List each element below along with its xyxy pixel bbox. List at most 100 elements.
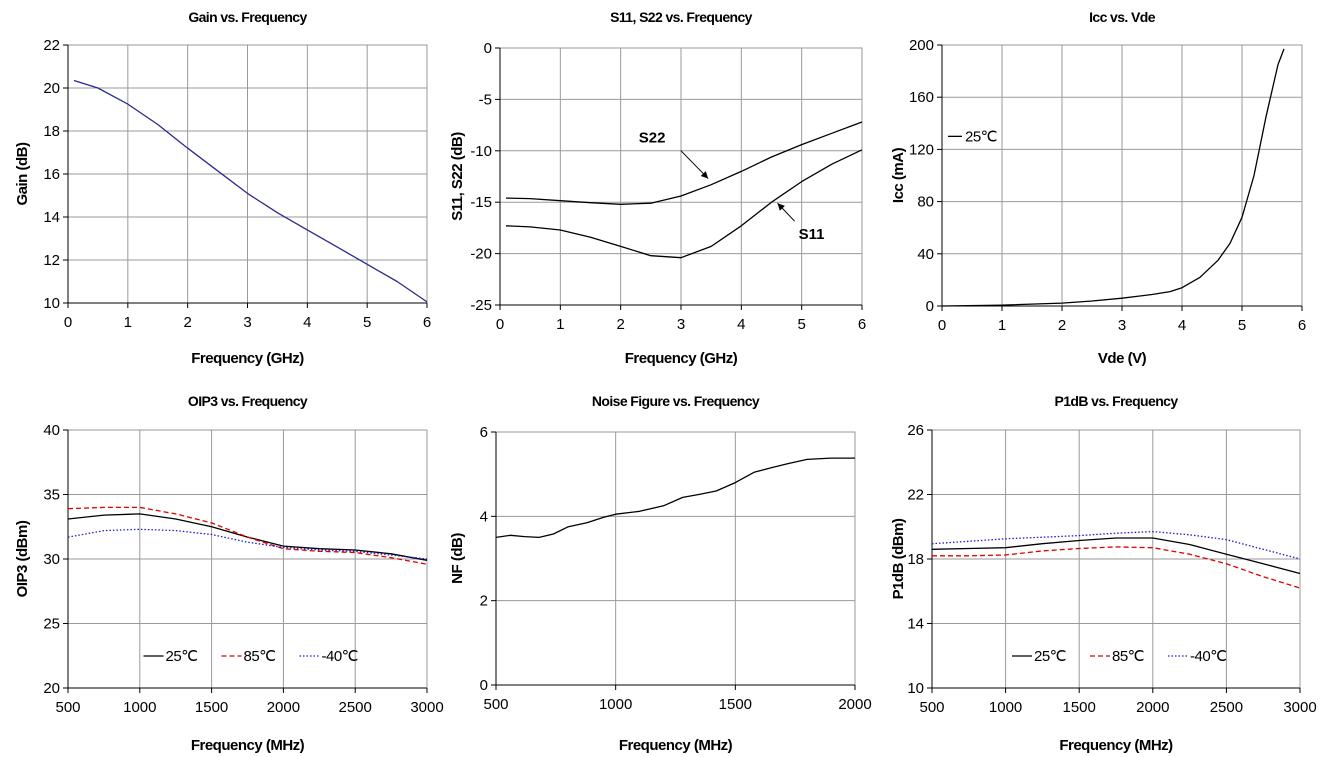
x-tick-label: 2500 [1210,699,1243,716]
legend-label: -40℃ [322,648,359,665]
x-tick-label: 2000 [267,699,300,716]
x-tick-label: 1500 [195,699,228,716]
y-axis-label: P1dB (dBm) [890,518,907,599]
chart-2: S11, S22 vs. Frequency 0 1 2 3 4 5 6 -25 -20 -15 -1… [449,9,866,367]
chart-title: Icc vs. Vde [1089,9,1156,25]
series-line-25 [931,537,1301,575]
y-tick-label: 26 [907,422,924,439]
chart-6: P1dB vs. Frequency 500 1000 1500 2000 2500 300… [890,393,1317,754]
series-line-25 [67,513,428,561]
chart-title: S11, S22 vs. Frequency [610,9,752,25]
y-tick-label: -15 [470,194,492,211]
series-line-S22 [505,121,863,205]
y-tick-label: 160 [909,89,934,106]
x-tick-label: 1500 [719,696,752,713]
y-axis-label: Icc (mA) [890,147,907,203]
annotation-label: S11 [799,226,825,243]
series-line-line [73,79,428,303]
y-tick-label: 18 [907,551,924,568]
plot-frame [495,431,856,686]
x-tick-label: 1000 [989,699,1022,716]
x-tick-label: 2 [183,314,191,331]
x-tick-label: 0 [496,316,504,333]
x-tick-label: 3000 [1283,699,1316,716]
legend-label: 25℃ [965,128,997,145]
x-tick-label: 2500 [339,699,372,716]
y-tick-label: 4 [480,508,488,525]
annotation-arrowhead [700,171,709,179]
chart-4: OIP3 vs. Frequency 500 1000 1500 2000 2500 300… [14,393,444,754]
y-tick-label: 40 [917,246,934,263]
x-axis-label: Frequency (MHz) [1059,737,1173,754]
legend-label: -40℃ [1190,648,1227,665]
y-tick-label: 22 [43,37,60,54]
x-tick-label: 2000 [1136,699,1169,716]
x-tick-label: 4 [303,314,311,331]
y-tick-label: 6 [480,424,488,441]
y-tick-label: 12 [43,252,60,269]
x-tick-label: 1500 [1063,699,1096,716]
y-tick-label: 35 [43,487,60,504]
y-tick-label: 25 [43,616,60,633]
series-line-40 [931,530,1301,560]
x-tick-label: 500 [919,699,944,716]
series-line-25 [941,48,1285,307]
y-tick-label: 14 [43,209,60,226]
chart-5: Noise Figure vs. Frequency 500 1000 1500 200… [449,393,872,754]
x-tick-label: 1 [556,316,564,333]
x-tick-label: 0 [938,317,946,334]
x-tick-label: 4 [1178,317,1186,334]
x-tick-label: 5 [797,316,805,333]
series-line-85 [932,546,1301,589]
y-tick-label: -20 [470,246,492,263]
y-tick-label: 16 [43,166,60,183]
series-line-85 [67,506,428,565]
y-axis-label: NF (dB) [449,533,466,584]
x-tick-label: 4 [737,316,745,333]
x-tick-label: 0 [64,314,72,331]
series-line-40 [67,528,428,560]
y-tick-label: 22 [907,487,924,504]
x-tick-label: 2000 [838,696,871,713]
legend-label: 25℃ [1034,648,1066,665]
y-tick-label: 30 [43,551,60,568]
y-tick-label: 10 [43,295,60,312]
x-tick-label: 3000 [410,699,443,716]
x-tick-label: 3 [243,314,251,331]
y-tick-label: 40 [43,422,60,439]
annotation-arrowhead [777,203,785,211]
y-tick-label: 20 [43,680,60,697]
x-tick-label: 6 [423,314,431,331]
x-axis-label: Vde (V) [1098,350,1147,367]
y-tick-label: 18 [43,123,60,140]
x-axis-label: Frequency (GHz) [625,350,738,367]
x-axis-label: Frequency (GHz) [191,350,304,367]
x-tick-label: 5 [363,314,371,331]
x-tick-label: 1000 [599,696,632,713]
y-tick-label: 0 [480,677,488,694]
chart-title: OIP3 vs. Frequency [188,393,308,409]
x-tick-label: 2 [616,316,624,333]
chart-title: Gain vs. Frequency [188,9,307,25]
chart-3: Icc vs. Vde 0 1 2 3 4 5 6 0 40 80 120 160 200 Vde (V) I… [890,9,1306,367]
y-axis-label: S11, S22 (dB) [449,132,466,221]
legend-label: 85℃ [244,648,276,665]
x-axis-label: Frequency (MHz) [191,737,305,754]
y-tick-label: 0 [926,298,934,315]
x-tick-label: 500 [483,696,508,713]
y-tick-label: 200 [909,37,934,54]
series-line-S11 [505,149,863,259]
series-line-line [495,457,855,539]
x-tick-label: 1 [124,314,132,331]
x-tick-label: 3 [677,316,685,333]
chart-title: P1dB vs. Frequency [1054,393,1178,409]
x-tick-label: 500 [55,699,80,716]
legend-label: 25℃ [166,648,198,665]
x-tick-label: 3 [1118,317,1126,334]
y-tick-label: 14 [907,616,924,633]
y-axis-label: OIP3 (dBm) [14,520,31,597]
x-tick-label: 1000 [123,699,156,716]
y-axis-label: Gain (dB) [14,142,31,205]
x-tick-label: 5 [1238,317,1246,334]
